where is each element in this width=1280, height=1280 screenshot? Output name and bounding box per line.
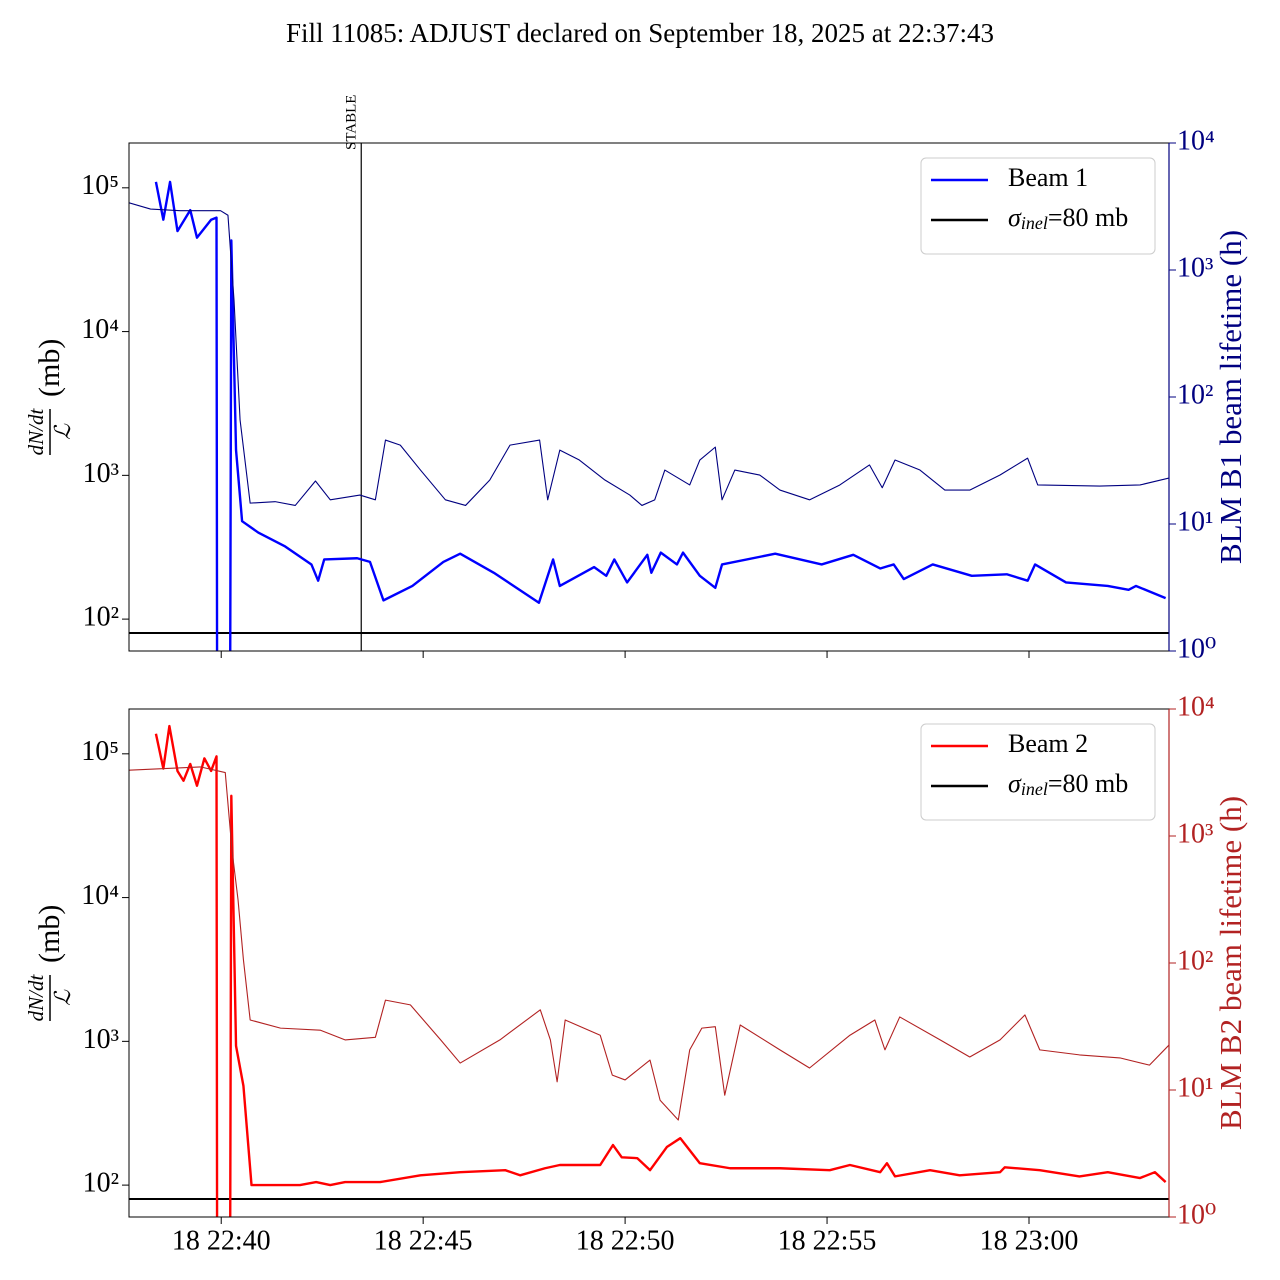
legend-symbol: σ (1008, 203, 1022, 232)
y2-tick-label: 10⁰ (1177, 633, 1216, 664)
x-tick-label: 18 22:50 (576, 1225, 675, 1256)
y-label-denominator: ℒ (50, 423, 75, 440)
legend-label: Beam 2 (1008, 729, 1088, 758)
beam-line (154, 724, 1167, 1217)
x-tick-label: 18 23:00 (980, 1225, 1079, 1256)
y-label-numerator: dN/dt (24, 974, 48, 1022)
legend-subscript: inel (1021, 213, 1048, 233)
y2-axis-label: BLM B2 beam lifetime (h) (1213, 796, 1248, 1130)
legend-symbol: σ (1008, 769, 1022, 798)
y-tick-label: 10⁵ (81, 170, 119, 201)
legend-label: Beam 1 (1008, 163, 1088, 192)
x-tick-label: 18 22:45 (374, 1225, 473, 1256)
y2-tick-label: 10³ (1177, 818, 1213, 849)
y-tick-label: 10⁵ (81, 736, 119, 767)
lifetime-line (129, 766, 1169, 1121)
legend-subscript: inel (1021, 779, 1048, 799)
y2-tick-label: 10¹ (1177, 506, 1213, 537)
y2-tick-label: 10³ (1177, 252, 1213, 283)
y2-tick-label: 10² (1177, 379, 1213, 410)
y-label-denominator: ℒ (50, 989, 75, 1006)
y-tick-label: 10³ (83, 1024, 119, 1055)
y2-axis-label: BLM B1 beam lifetime (h) (1213, 230, 1248, 564)
y-tick-label: 10⁴ (81, 880, 119, 911)
y-tick-label: 10⁴ (81, 314, 119, 345)
y-axis-label: dN/dt ℒ (mb) (24, 905, 75, 1022)
y-label-unit: (mb) (33, 339, 66, 397)
legend-label: σinel=80 mb (1008, 203, 1128, 233)
figure-title: Fill 11085: ADJUST declared on September… (286, 18, 994, 48)
plot-area (129, 724, 1169, 1217)
y2-tick-label: 10² (1177, 945, 1213, 976)
y2-tick-label: 10⁰ (1177, 1199, 1216, 1230)
y-tick-label: 10³ (83, 458, 119, 489)
beam-line (154, 180, 1167, 651)
y-axis-label: dN/dt ℒ (mb) (24, 339, 75, 456)
legend-text: =80 mb (1048, 203, 1128, 232)
y-label-numerator: dN/dt (24, 408, 48, 456)
x-tick-label: 18 22:55 (778, 1225, 877, 1256)
y2-tick-label: 10¹ (1177, 1072, 1213, 1103)
stable-label: STABLE (344, 95, 360, 150)
y2-tick-label: 10⁴ (1177, 125, 1215, 156)
x-tick-label: 18 22:40 (172, 1225, 271, 1256)
y-tick-label: 10² (83, 602, 119, 633)
y2-tick-label: 10⁴ (1177, 691, 1215, 722)
lifetime-line (129, 202, 1169, 506)
legend-label: σinel=80 mb (1008, 769, 1128, 799)
y-tick-label: 10² (83, 1168, 119, 1199)
y-label-unit: (mb) (33, 905, 66, 963)
legend-text: =80 mb (1048, 769, 1128, 798)
legend-box (920, 723, 1156, 821)
legend-box (920, 157, 1156, 255)
plot-area (129, 143, 1169, 651)
